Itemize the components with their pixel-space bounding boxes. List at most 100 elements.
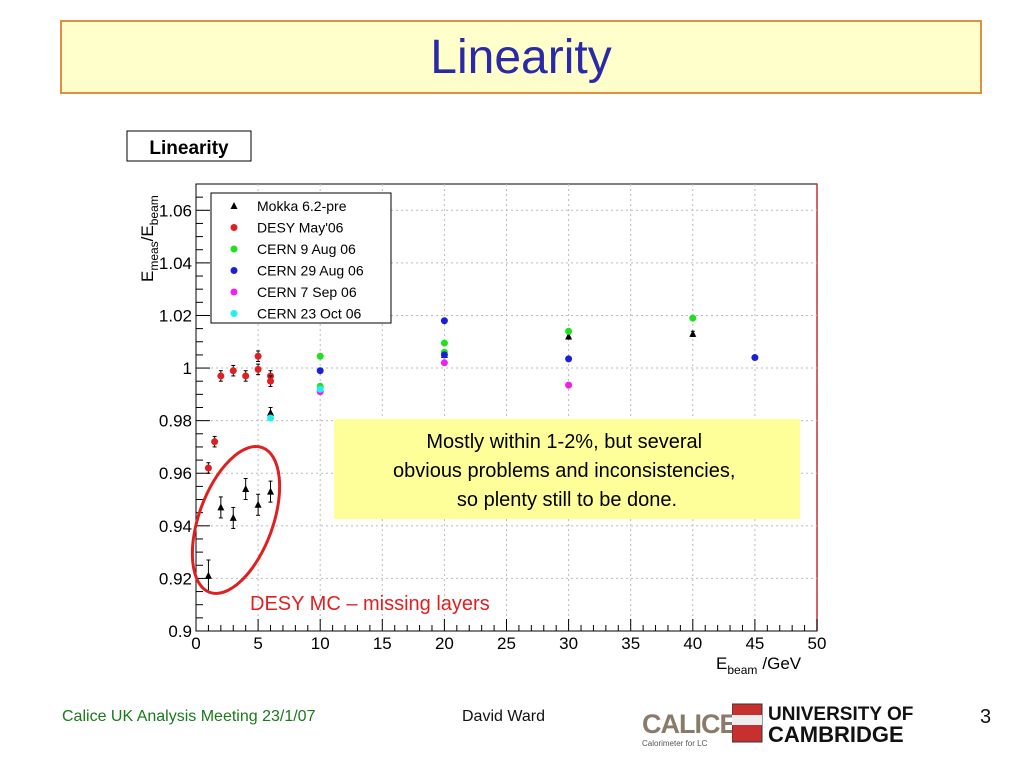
xlabel-sub: beam: [727, 663, 757, 677]
chart-title-box: [126, 130, 252, 162]
data-point: [565, 381, 573, 389]
y-tick-label: 0.98: [159, 412, 192, 431]
circle-label: DESY MC – missing layers: [250, 593, 490, 615]
legend-marker: [230, 202, 238, 209]
x-tick-label: 40: [683, 634, 702, 653]
y-tick-label: 1: [183, 359, 192, 378]
data-point: [267, 414, 275, 422]
note-line-3: so plenty still to be done.: [457, 489, 677, 511]
data-point: [211, 438, 219, 446]
data-point: [254, 500, 262, 508]
legend-label: CERN 23 Oct 06: [257, 306, 361, 322]
y-axis-label: Emeas/Ebeam: [138, 195, 161, 282]
data-point: [440, 351, 448, 359]
y-tick-label: 1.02: [159, 306, 192, 325]
data-point: [267, 377, 275, 385]
calice-logo-sub: Calorimeter for LC: [642, 739, 708, 748]
legend-marker: [230, 310, 238, 317]
legend-label: DESY May'06: [257, 220, 344, 236]
note-box: [334, 419, 800, 519]
data-point: [204, 571, 212, 579]
slide-title-box: Linearity: [60, 20, 982, 94]
ylabel-main: E: [138, 271, 157, 282]
legend-marker: [230, 245, 238, 253]
axis-ticks: 0 5 10 15 20 25 30 35 40 45 50 0.9 0.92 0.94 0.96 0.98 1…: [159, 196, 827, 653]
y-tick-label: 1.04: [159, 254, 192, 273]
cambridge-logo: UNIVERSITY OF CAMBRIDGE: [732, 703, 913, 747]
data-point: [242, 485, 250, 493]
data-point: [229, 513, 237, 521]
y-tick-label: 0.96: [159, 464, 192, 483]
y-tick-label: 1.06: [159, 201, 192, 220]
cambridge-line-1: UNIVERSITY OF: [768, 704, 913, 725]
legend-marker: [230, 224, 238, 231]
cambridge-crest-band: [732, 715, 762, 725]
data-point: [217, 503, 225, 511]
data-point: [229, 367, 237, 375]
legend-label: CERN 29 Aug 06: [257, 263, 364, 279]
data-point: [316, 352, 324, 360]
x-tick-label: 10: [311, 634, 330, 653]
note-line-2: obvious problems and inconsistencies,: [393, 460, 735, 482]
data-point: [254, 365, 262, 373]
ylabel-sub2: beam: [147, 195, 161, 225]
x-tick-label: 15: [373, 634, 392, 653]
xlabel-unit: /GeV: [762, 654, 801, 673]
y-tick-label: 0.92: [159, 569, 192, 588]
x-tick-label: 5: [253, 634, 262, 653]
legend-marker: [230, 267, 238, 274]
legend-marker: [230, 288, 238, 296]
calice-logo-text: CALICE: [642, 709, 732, 739]
data-point: [689, 329, 697, 337]
series-6: [267, 385, 324, 422]
data-point: [217, 372, 225, 380]
legend-label: Mokka 6.2-pre: [257, 198, 347, 214]
series-4: [316, 317, 759, 375]
footer-meeting: Calice UK Analysis Meeting 23/1/07: [62, 708, 316, 725]
x-axis-label: Ebeam/GeV: [716, 654, 802, 677]
data-point: [316, 385, 324, 393]
svg-text:Emeas/Ebeam: Emeas/Ebeam: [138, 195, 161, 282]
data-point: [689, 314, 697, 322]
data-point: [267, 408, 275, 416]
x-tick-label: 20: [435, 634, 454, 653]
x-tick-label: 0: [191, 634, 200, 653]
data-point: [565, 355, 573, 363]
x-tick-label: 50: [808, 634, 827, 653]
highlight-ellipse: [190, 445, 282, 595]
data-point: [440, 317, 448, 325]
data-point: [440, 339, 448, 347]
xlabel-main: E: [716, 654, 727, 673]
y-tick-label: 0.9: [168, 622, 192, 641]
data-point: [204, 464, 212, 472]
ylabel-sub1: meas: [147, 241, 161, 270]
data-point: [316, 367, 324, 375]
legend: Mokka 6.2-pre DESY May'06 CERN 9 Aug 06 CER…: [210, 192, 392, 324]
data-point: [254, 352, 262, 360]
data-point: [440, 359, 448, 367]
data-point: [565, 327, 573, 335]
page-number: 3: [980, 706, 992, 728]
x-tick-label: 25: [497, 634, 516, 653]
x-tick-label: 45: [745, 634, 764, 653]
legend-label: CERN 7 Sep 06: [257, 284, 357, 300]
data-series: [204, 314, 759, 593]
data-point: [267, 487, 275, 495]
x-tick-label: 35: [621, 634, 640, 653]
legend-box: [210, 192, 392, 324]
x-tick-label: 30: [559, 634, 578, 653]
legend-label: CERN 9 Aug 06: [257, 241, 356, 257]
series-2: [204, 350, 275, 474]
data-point: [242, 372, 250, 380]
ylabel-mid: /E: [138, 225, 157, 241]
chart-title: Linearity: [149, 138, 229, 159]
slide-title: Linearity: [430, 30, 612, 84]
footer-author: David Ward: [462, 708, 545, 725]
note-line-1: Mostly within 1-2%, but several: [426, 431, 702, 453]
y-tick-label: 0.94: [159, 517, 192, 536]
data-point: [565, 332, 573, 340]
cambridge-line-2: CAMBRIDGE: [768, 722, 904, 747]
data-point: [751, 354, 759, 362]
note-text: Mostly within 1-2%, but several obvious …: [393, 431, 741, 511]
